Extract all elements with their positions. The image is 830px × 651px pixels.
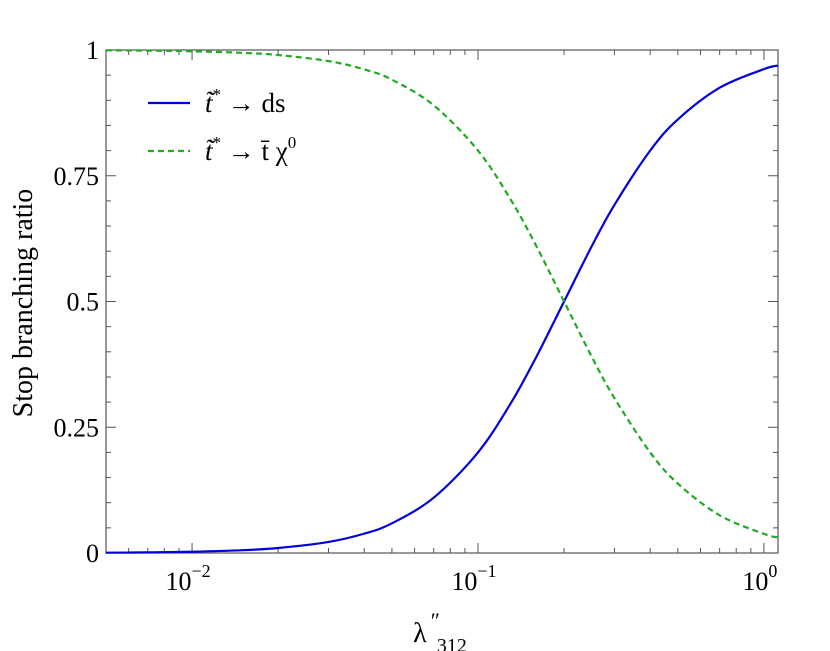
legend-label-rest: ds (262, 88, 286, 118)
x-tick-label: 10−2 (165, 561, 210, 596)
series-layer (105, 49, 779, 554)
x-tick-label-base: 10 (451, 567, 477, 596)
x-tick-label-exponent: −1 (477, 561, 496, 581)
plot-frame (105, 49, 779, 554)
legend-label-arrow: → (221, 136, 262, 166)
x-tick-label-exponent: −2 (191, 561, 210, 581)
legend-label-rest-sup: 0 (288, 133, 297, 152)
x-tick-label: 100 (742, 561, 777, 596)
x-axis-label-sup: ″ (431, 608, 440, 633)
legend-label: t̃* → t̄ χ0 (205, 133, 296, 166)
x-axis-label: λ ″ 312 (413, 604, 467, 651)
x-axis-label-sub: 312 (437, 635, 467, 651)
legend-label-base: t̃ (205, 136, 216, 166)
legend: t̃* → dst̃* → t̄ χ0 (148, 85, 296, 166)
legend-label-sup: * (213, 133, 222, 152)
legend-label-rest: t̄ χ (260, 136, 288, 166)
x-tick-label-base: 10 (165, 567, 191, 596)
x-axis-label-base: λ (413, 618, 427, 649)
y-tick-label: 1 (86, 36, 99, 65)
x-tick-label-exponent: 0 (768, 561, 777, 581)
y-axis-label: Stop branching ratio (8, 189, 39, 418)
legend-label-arrow: → (221, 88, 262, 118)
x-tick-label: 10−1 (451, 561, 496, 596)
legend-label: t̃* → ds (205, 85, 286, 118)
legend-label-sup: * (213, 85, 222, 104)
x-tick-label-base: 10 (742, 567, 768, 596)
axis-ticks (105, 49, 778, 554)
legend-label-base: t̃ (205, 88, 216, 118)
y-tick-label: 0.5 (67, 288, 100, 317)
y-tick-label: 0 (86, 539, 99, 568)
y-tick-label: 0.25 (54, 413, 100, 442)
plot-border (105, 49, 779, 554)
y-tick-label: 0.75 (54, 162, 100, 191)
series-line-stop-to-ds (105, 64, 779, 554)
series-line-stop-to-tchi (105, 49, 779, 539)
